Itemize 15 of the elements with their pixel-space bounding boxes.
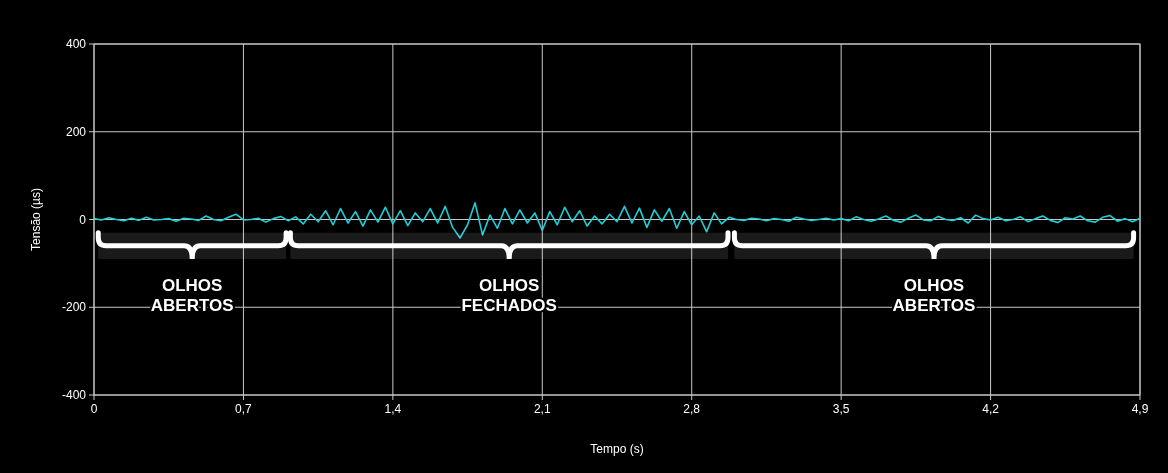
y-tick-label: 0 <box>79 212 87 227</box>
x-tick-label: 1,4 <box>384 402 402 416</box>
x-axis-title: Tempo (s) <box>590 442 644 456</box>
x-tick-label: 2,8 <box>683 402 701 416</box>
x-tick-label: 0 <box>90 402 98 416</box>
y-tick-label: -400 <box>61 388 87 402</box>
x-tick-label: 2,1 <box>533 402 551 416</box>
y-tick-label: 200 <box>65 124 87 139</box>
x-tick-label: 4,2 <box>982 402 1000 416</box>
x-tick-label: 3,5 <box>832 402 850 416</box>
y-axis-title: Tensão (µs) <box>29 188 43 251</box>
y-tick-label: -200 <box>61 300 87 315</box>
y-tick-label: 400 <box>65 37 87 51</box>
x-tick-label: 0,7 <box>235 402 253 416</box>
x-tick-label: 4,9 <box>1131 402 1149 416</box>
